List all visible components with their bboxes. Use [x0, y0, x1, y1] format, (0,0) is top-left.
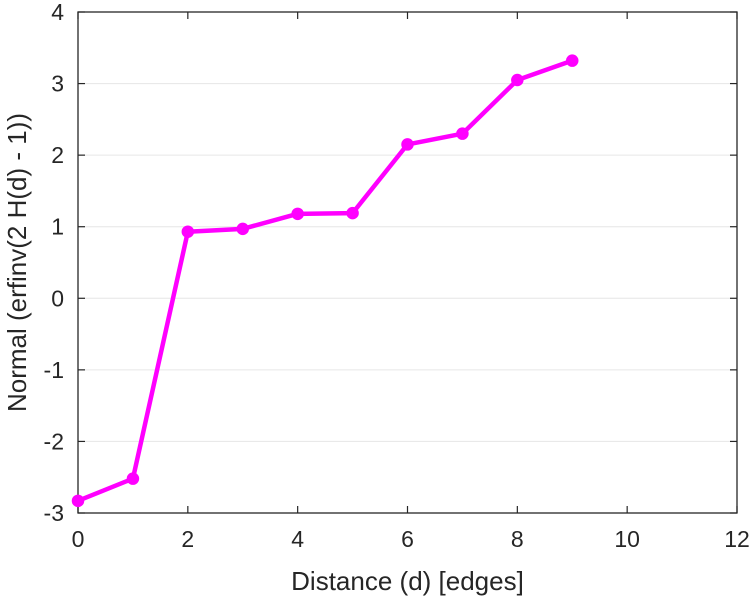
- y-tick-label: 3: [51, 71, 64, 97]
- x-tick-label: 8: [511, 526, 524, 552]
- y-tick-label: 4: [51, 0, 64, 25]
- x-axis: 0 2 4 6 8 10 12: [72, 12, 750, 552]
- data-point: [566, 54, 579, 67]
- data-point: [456, 127, 469, 140]
- series-group: [71, 54, 579, 508]
- plot-area: [77, 11, 738, 514]
- y-tick-label: 1: [51, 214, 64, 240]
- data-point: [401, 138, 414, 151]
- data-point: [236, 222, 249, 236]
- data-point: [511, 73, 524, 87]
- y-tick-label: 2: [51, 142, 64, 168]
- data-point: [346, 206, 359, 220]
- y-tick-label: -1: [44, 357, 64, 383]
- x-tick-label: 12: [724, 526, 750, 552]
- x-tick-label: 0: [72, 526, 85, 552]
- data-point: [291, 207, 304, 221]
- series-line: [77, 58, 573, 503]
- grid: [78, 11, 737, 514]
- y-axis: -3 -2 -1 0 1 2 3 4: [44, 0, 737, 526]
- x-tick-label: 4: [291, 526, 304, 552]
- data-point: [181, 225, 195, 238]
- y-axis-label: Normal (erfinv(2 H(d) - 1)): [2, 113, 32, 412]
- y-tick-label: -2: [44, 428, 64, 454]
- y-tick-label: 0: [51, 285, 64, 311]
- y-tick-label: -3: [44, 500, 64, 526]
- x-tick-label: 6: [401, 526, 414, 552]
- x-tick-label: 2: [181, 526, 194, 552]
- data-point: [71, 494, 85, 508]
- x-tick-label: 10: [614, 526, 640, 552]
- x-axis-label: Distance (d) [edges]: [291, 566, 524, 596]
- data-point: [126, 472, 140, 485]
